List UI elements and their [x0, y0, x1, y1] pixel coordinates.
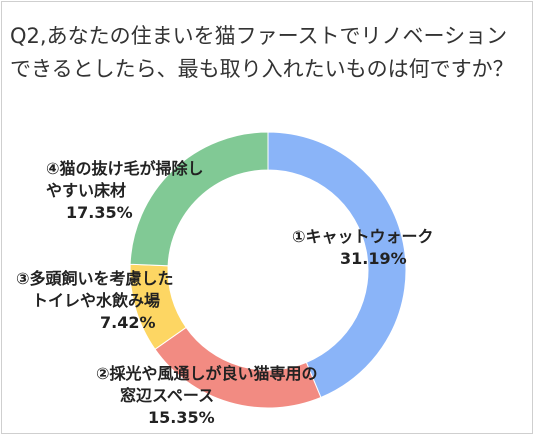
slice-label-1-line-1: ①キャットウォーク: [292, 227, 434, 246]
slice-label-2-line-1: ②採光や風通しが良い猫専用の: [96, 364, 318, 383]
slice-label-3: ③多頭飼いを考慮した トイレや水飲み場 7.42%: [16, 268, 174, 334]
slice-label-4-line-2-text: やすい床材: [46, 181, 127, 200]
slice-label-2-line-2-text: 窓辺スペース: [120, 386, 215, 405]
slice-label-4-value: 17.35%: [66, 203, 133, 222]
slice-label-4-line-1: ④猫の抜け毛が掃除し: [46, 159, 204, 178]
slice-label-2-value: 15.35%: [148, 408, 215, 427]
donut-slice-1: [267, 131, 407, 399]
slice-label-4-line-2: やすい床材 17.35%: [46, 180, 204, 224]
slice-label-1-value: 31.19%: [340, 249, 407, 268]
slice-label-3-line-1: ③多頭飼いを考慮した: [16, 269, 174, 288]
slice-label-3-line-2: トイレや水飲み場: [32, 291, 161, 310]
donut-slice-4: [129, 131, 269, 267]
slice-label-2-line-2: 窓辺スペース 15.35%: [96, 385, 318, 429]
slice-label-4: ④猫の抜け毛が掃除し やすい床材 17.35%: [46, 158, 204, 224]
chart-title: Q2,あなたの住まいを猫ファーストでリノベーションできるとしたら、最も取り入れた…: [10, 24, 514, 81]
slice-label-2: ②採光や風通しが良い猫専用の 窓辺スペース 15.35%: [96, 363, 318, 429]
slice-label-1: ①キャットウォーク 31.19%: [292, 226, 434, 270]
slice-label-3-value: 7.42%: [100, 313, 156, 332]
